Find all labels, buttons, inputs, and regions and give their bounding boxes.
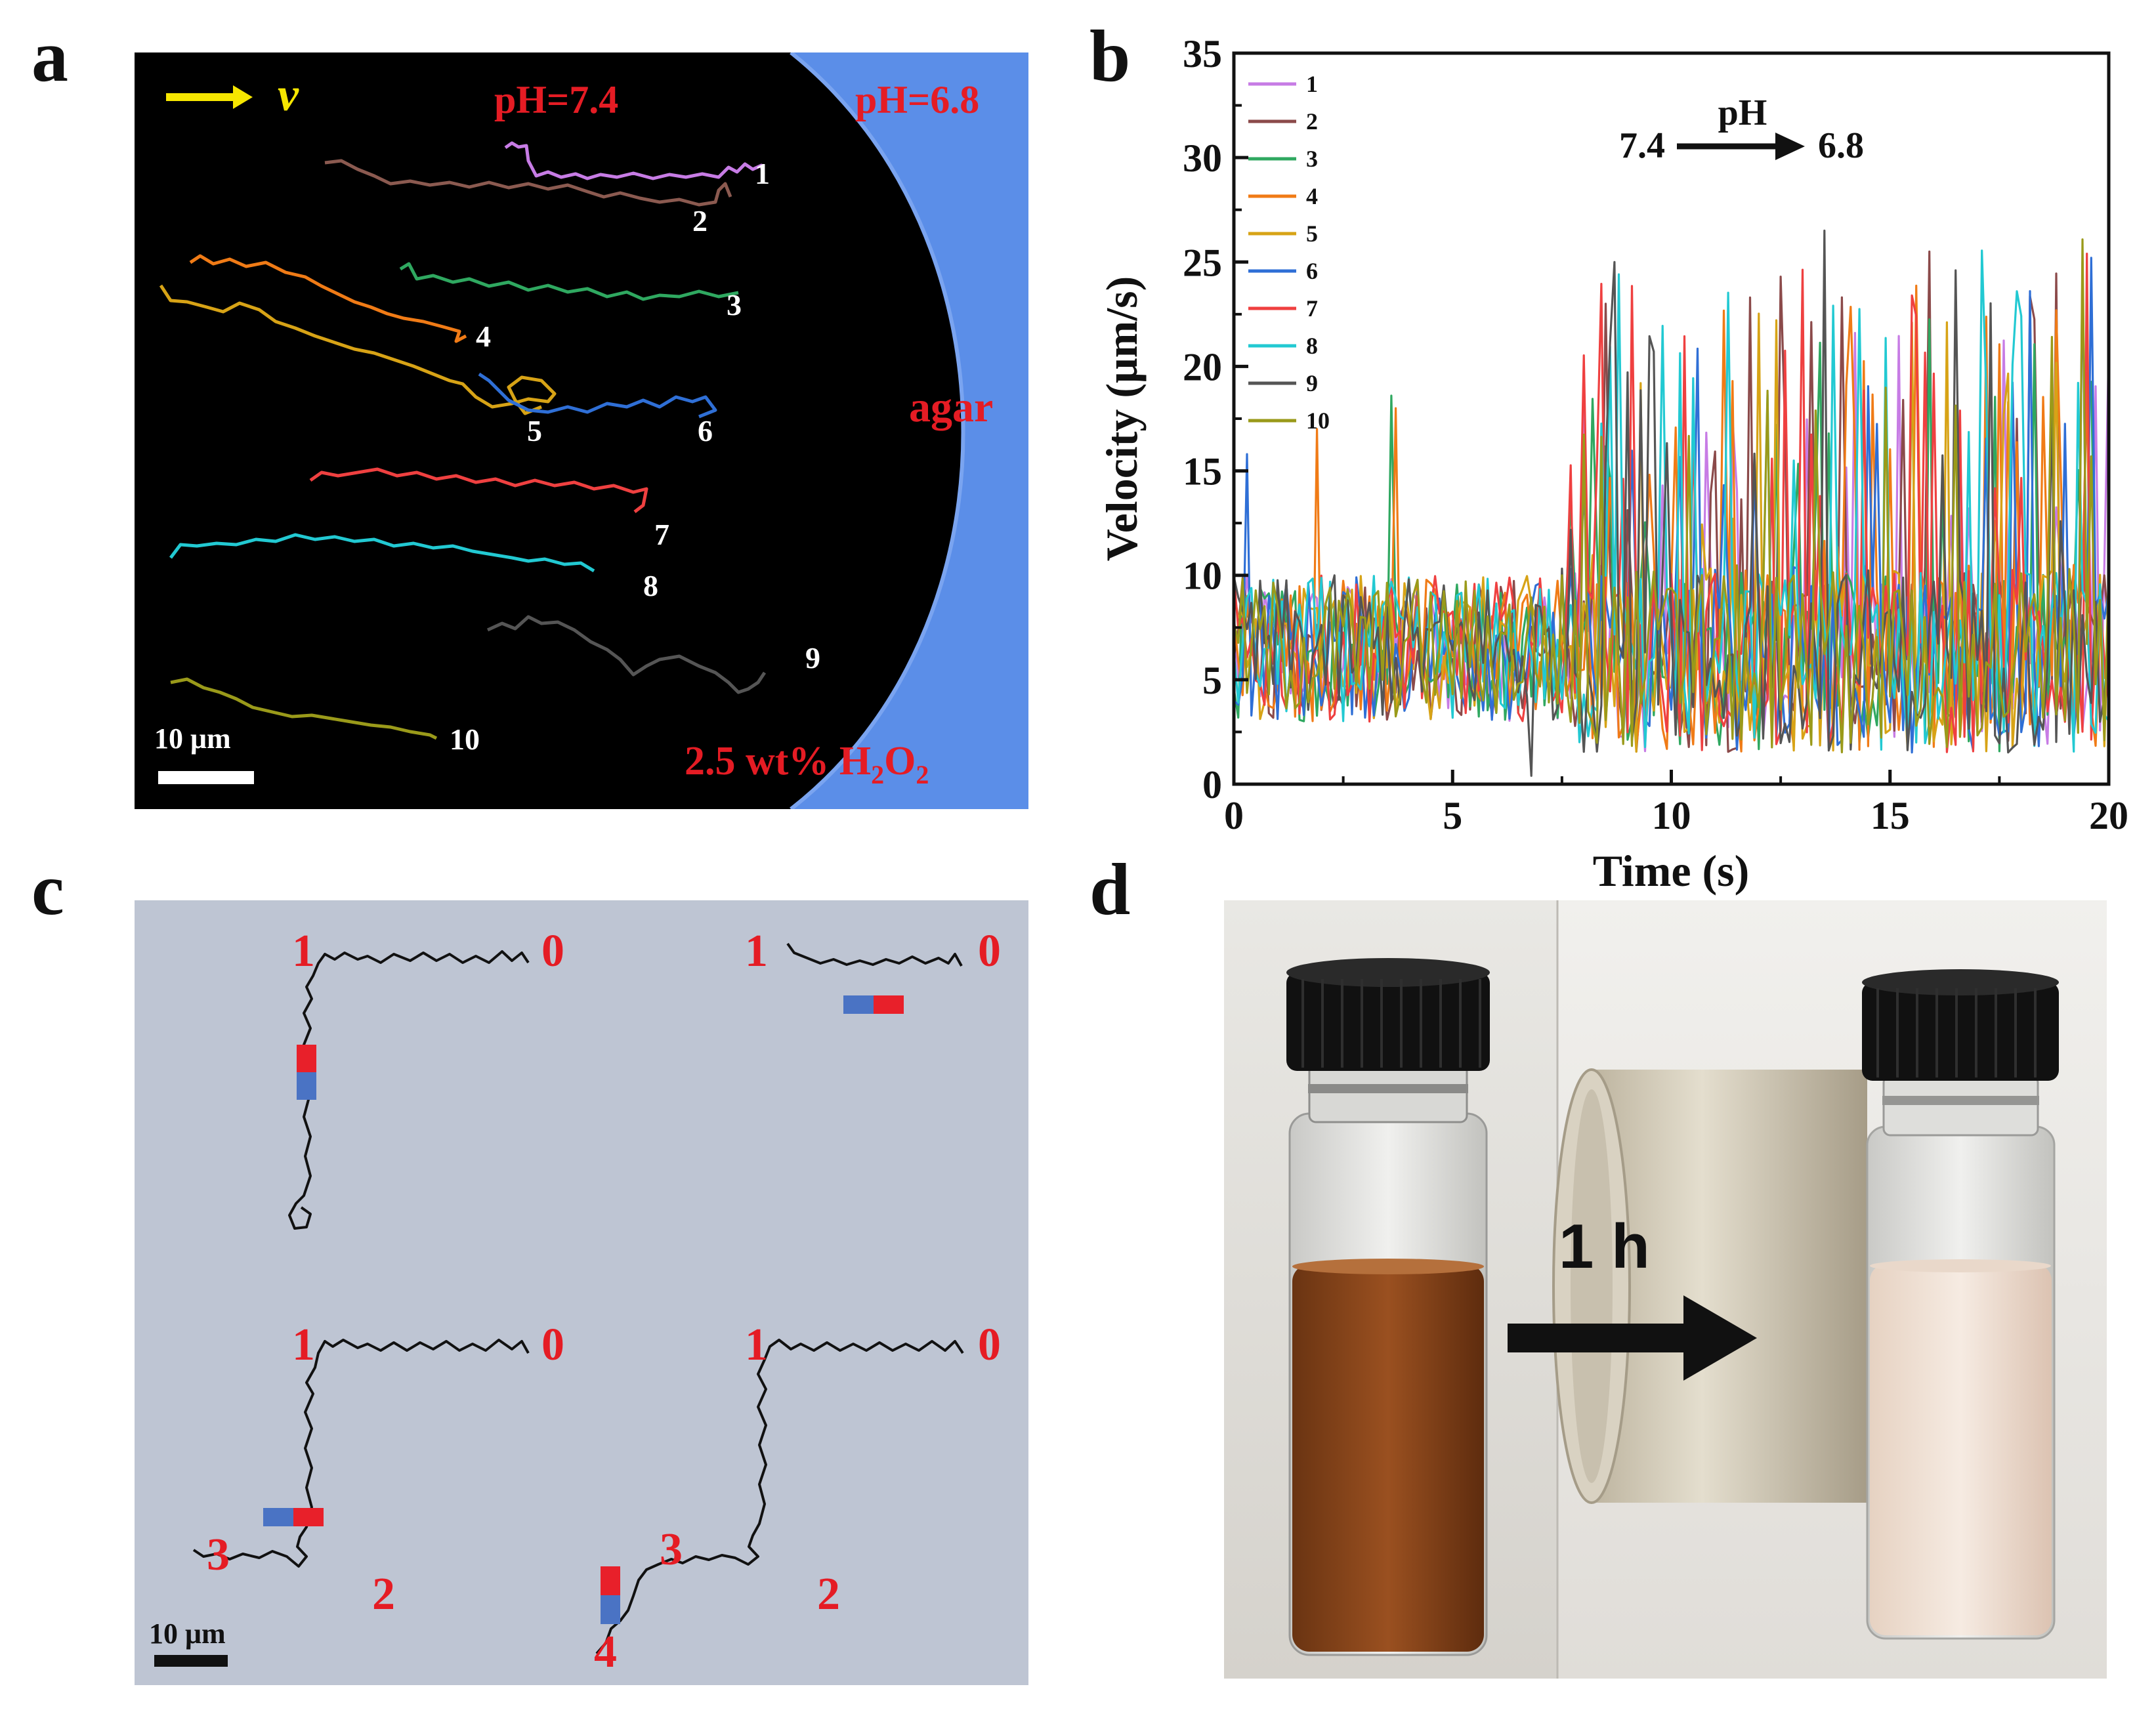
chart-legend: 1 2 3 4 5 6 7 8 9 10	[1248, 71, 1330, 434]
panel-label-b: b	[1089, 16, 1131, 97]
vial-after	[1862, 969, 2059, 1640]
panel-label-d: d	[1089, 849, 1131, 930]
y-tick-label-2: 10	[1183, 554, 1222, 598]
x-tick-label-0: 0	[1224, 794, 1244, 837]
magnet-cylinder	[1552, 1068, 1867, 1504]
magnet-q2	[843, 995, 904, 1014]
y-tick-label-7: 35	[1183, 32, 1222, 75]
track-label-2: 2	[692, 204, 708, 238]
x-tick-label-1: 5	[1443, 794, 1462, 837]
legend-label-4: 4	[1306, 183, 1318, 209]
legend-label-9: 9	[1306, 370, 1318, 396]
q3-label-start: 0	[541, 1320, 564, 1370]
photo-arrow-shaft	[1508, 1324, 1688, 1352]
chart-series-lines	[1233, 229, 2110, 777]
panel-d-photo: 1 h	[1224, 900, 2107, 1679]
photo-arrow-head	[1683, 1295, 1757, 1381]
scale-bar-label-a: 10 μm	[154, 722, 231, 755]
track-label-9: 9	[805, 641, 820, 675]
legend-label-8: 8	[1306, 333, 1318, 359]
q4-label-start: 0	[978, 1320, 1001, 1370]
panel-label-c: c	[32, 849, 64, 930]
ph-right-label: pH=6.8	[855, 78, 979, 121]
legend-label-7: 7	[1306, 295, 1318, 322]
magnet-q4	[601, 1566, 620, 1624]
scale-bar-label-c: 10 μm	[149, 1618, 226, 1650]
trajectory-10	[170, 677, 438, 740]
trajectory-5	[159, 284, 557, 415]
ph-left-label: pH=7.4	[494, 78, 618, 121]
chart-annotation-ph: pH	[1718, 93, 1767, 133]
steer-path-q2	[786, 942, 963, 967]
x-tick-label-4: 20	[2089, 794, 2128, 837]
legend-label-10: 10	[1306, 408, 1330, 434]
chart-x-axis-label: Time (s)	[1593, 846, 1750, 896]
track-label-4: 4	[476, 320, 491, 353]
y-tick-label-1: 5	[1202, 659, 1222, 702]
y-tick-label-5: 25	[1183, 241, 1222, 284]
x-tick-label-3: 15	[1871, 794, 1910, 837]
legend-label-1: 1	[1306, 71, 1318, 97]
trajectory-2	[324, 159, 732, 207]
agar-label: agar	[909, 383, 993, 431]
trajectory-9	[486, 615, 767, 694]
y-tick-label-0: 0	[1202, 763, 1222, 806]
q2-label-turn: 1	[745, 926, 768, 976]
track-label-1: 1	[755, 157, 770, 190]
steer-path-q4	[595, 1339, 964, 1655]
track-label-6: 6	[698, 414, 713, 448]
q3-label-2: 2	[372, 1569, 395, 1620]
panel-c-magnetic-steering: 0 1 0 1 0 1 2 3 0 1 2 3 4 10 μm	[135, 900, 1028, 1685]
trajectory-6	[478, 372, 717, 419]
y-tick-label-6: 30	[1183, 136, 1222, 180]
trajectory-7	[309, 467, 648, 513]
chart-annotation-arrowhead	[1775, 133, 1805, 160]
legend-label-3: 3	[1306, 146, 1318, 172]
q1-label-start: 0	[541, 926, 564, 976]
scale-bar-c	[154, 1655, 228, 1667]
vial-before	[1286, 958, 1490, 1656]
track-label-3: 3	[727, 288, 742, 322]
q2-label-start: 0	[978, 926, 1001, 976]
scale-bar-a	[158, 771, 254, 784]
trajectory-3	[399, 262, 739, 301]
chart-annotation-to: 6.8	[1818, 125, 1864, 166]
time-label: 1 h	[1559, 1211, 1650, 1282]
legend-label-6: 6	[1306, 258, 1318, 284]
trajectory-1	[504, 141, 765, 180]
panel-b-velocity-chart: 0 5 10 15 20 0 5 10 15 20 25 30 35 1 2 3 4 5 6 7 8 9 10 Time …	[1097, 32, 2128, 896]
q4-label-3: 3	[660, 1524, 683, 1575]
panel-label-a: a	[32, 16, 68, 97]
trajectory-4	[189, 254, 467, 343]
y-tick-label-3: 15	[1183, 450, 1222, 493]
chart-y-axis-label: Velocity (μm/s)	[1097, 276, 1147, 562]
q4-label-4: 4	[594, 1627, 617, 1677]
panel-a-trajectories: v pH=7.4 pH=6.8 agar 1 2 3 4 5 6 7 8 9 1…	[135, 52, 1028, 809]
y-tick-label-4: 20	[1183, 345, 1222, 388]
q3-label-1: 1	[292, 1320, 315, 1370]
trajectory-8	[169, 533, 595, 573]
legend-label-2: 2	[1306, 108, 1318, 135]
legend-label-5: 5	[1306, 220, 1318, 247]
q4-label-1: 1	[745, 1320, 768, 1370]
steer-path-q1	[288, 950, 530, 1230]
x-tick-label-2: 10	[1652, 794, 1691, 837]
track-label-8: 8	[643, 569, 658, 602]
series-line-10	[1233, 238, 2110, 754]
magnet-q1	[297, 1045, 316, 1100]
h2o2-label: 2.5 wt% H2O2	[685, 739, 929, 789]
magnet-q3	[263, 1508, 324, 1526]
chart-annotation-from: 7.4	[1619, 125, 1665, 166]
track-label-5: 5	[527, 414, 542, 448]
steer-path-q3	[192, 1339, 530, 1568]
q3-label-3: 3	[207, 1530, 230, 1580]
velocity-symbol: v	[278, 68, 299, 121]
track-label-7: 7	[654, 518, 669, 551]
track-label-10: 10	[450, 722, 480, 756]
q1-label-turn: 1	[292, 926, 315, 976]
q4-label-2: 2	[817, 1569, 840, 1620]
